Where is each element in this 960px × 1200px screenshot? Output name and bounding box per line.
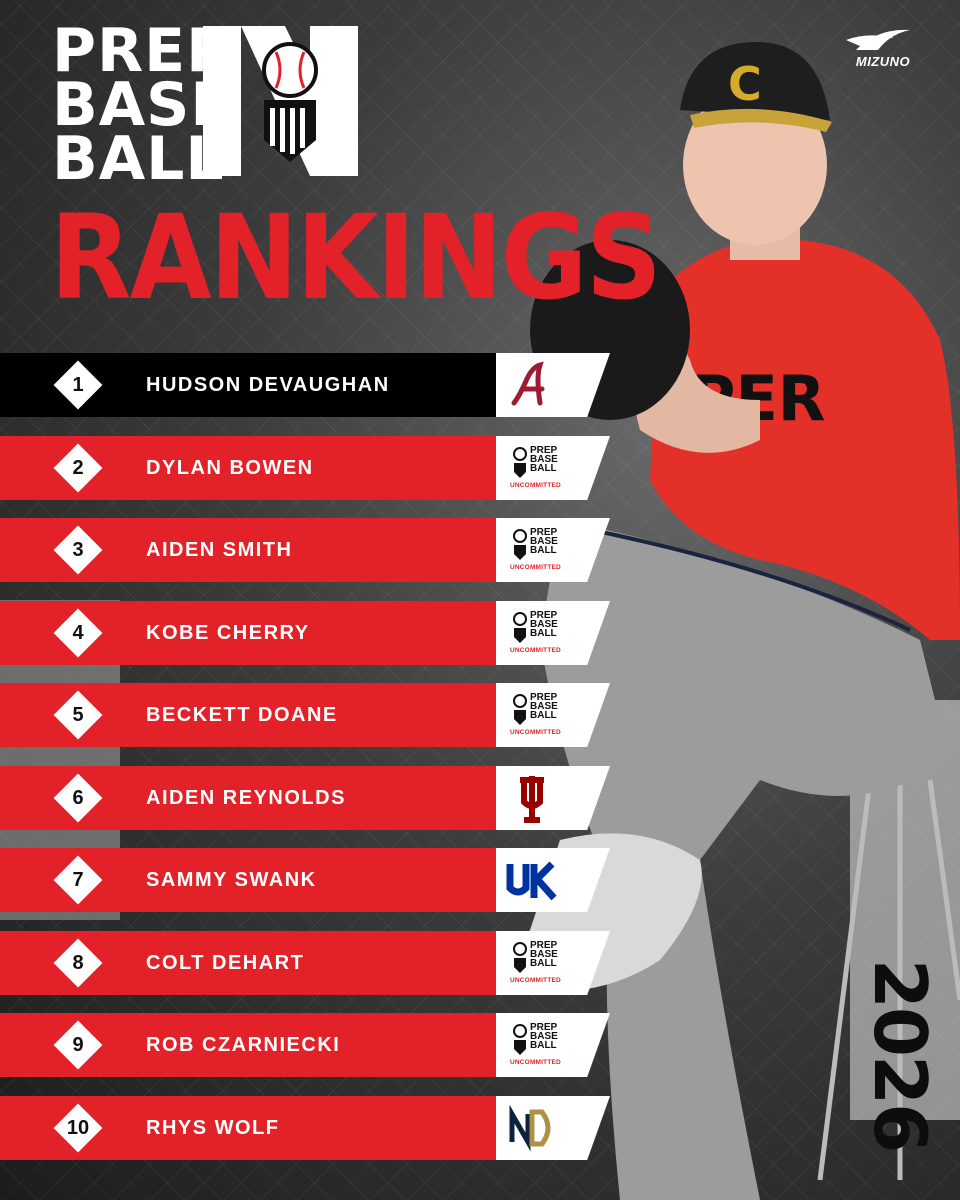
indiana-logo [520,776,544,823]
shield-icon [514,958,526,973]
player-name: BECKETT DOANE [146,704,338,726]
commitment-status: UNCOMMITTED [510,729,561,736]
ranking-row: 4 KOBE CHERRY PREP BASE BALL UNCOMMITTED [0,601,610,665]
rank-number: 2 [72,457,84,479]
pbr-uncommitted-logo: PREP BASE BALL UNCOMMITTED [510,1021,570,1071]
shield-icon [514,628,526,643]
commitment-status: UNCOMMITTED [510,977,561,984]
rank-number: 8 [72,952,84,974]
commitment-status: UNCOMMITTED [510,1059,561,1066]
pbr-logo-text: PREP BASE BALL [530,445,558,474]
rank-number: 7 [72,869,84,891]
logo-panel [496,848,610,912]
player-name: ROB CZARNIECKI [146,1034,341,1056]
shield-icon [514,710,526,725]
logo-panel [496,766,610,830]
rank-number: 5 [72,704,84,726]
rank-number: 4 [72,622,84,644]
rank-number: 9 [72,1034,84,1056]
shield-icon [514,463,526,478]
player-name: COLT DEHART [146,952,305,974]
pbr-uncommitted-logo: PREP BASE BALL UNCOMMITTED [510,526,570,576]
notre-dame-logo [509,1104,551,1152]
commitment-status: UNCOMMITTED [510,482,561,489]
brand-line-prep: PREP [52,16,232,86]
pbr-logo-text: PREP BASE BALL [530,692,558,721]
player-name: AIDEN REYNOLDS [146,787,346,809]
baseball-icon [513,612,527,626]
ranking-row: 5 BECKETT DOANE PREP BASE BALL UNCOMMITTED [0,683,610,747]
brand-line-base: BASE [52,70,233,140]
pbr-uncommitted-logo: PREP BASE BALL UNCOMMITTED [510,939,570,989]
pbr-uncommitted-logo: PREP BASE BALL UNCOMMITTED [510,444,570,494]
baseball-icon [513,694,527,708]
player-name: RHYS WOLF [146,1117,280,1139]
alabama-logo [511,361,545,406]
ranking-row: 9 ROB CZARNIECKI PREP BASE BALL UNCOMMITTED [0,1013,610,1077]
commitment-status: UNCOMMITTED [510,647,561,654]
pbr-uncommitted-logo: PREP BASE BALL UNCOMMITTED [510,691,570,741]
player-name: AIDEN SMITH [146,539,293,561]
svg-text:C: C [728,57,762,111]
baseball-icon [513,447,527,461]
baseball-icon [513,942,527,956]
ranking-row: 8 COLT DEHART PREP BASE BALL UNCOMMITTED [0,931,610,995]
ranking-row: 10 RHYS WOLF [0,1096,610,1160]
sponsor-name: MIZUNO [855,54,911,69]
shield-icon [514,545,526,560]
rank-number: 10 [66,1117,90,1139]
rank-number: 6 [72,787,84,809]
player-name: HUDSON DEVAUGHAN [146,374,390,396]
sponsor-logo: MIZUNO [838,24,928,74]
pbr-uncommitted-logo: PREP BASE BALL UNCOMMITTED [510,609,570,659]
ranking-row: 2 DYLAN BOWEN PREP BASE BALL UNCOMMITTED [0,436,610,500]
class-year-text: 2026 [858,958,942,1152]
brand-line-ball: BALL [52,124,225,194]
class-year: 2026 [840,958,960,1152]
baseball-icon [513,529,527,543]
rank-number: 1 [72,374,84,396]
pbr-logo-text: PREP BASE BALL [530,527,558,556]
ranking-row: 1 HUDSON DEVAUGHAN [0,353,610,417]
rank-number: 3 [72,539,84,561]
baseball-icon [513,1024,527,1038]
kentucky-logo [506,861,557,901]
pbr-logo-text: PREP BASE BALL [530,940,558,969]
ranking-row: 6 AIDEN REYNOLDS [0,766,610,830]
ranking-row: 3 AIDEN SMITH PREP BASE BALL UNCOMMITTED [0,518,610,582]
shield-icon [514,1040,526,1055]
commitment-status: UNCOMMITTED [510,564,561,571]
pbr-logo-text: PREP BASE BALL [530,610,558,639]
page-title: RANKINGS [50,190,662,326]
ranking-row: 7 SAMMY SWANK [0,848,610,912]
mizuno-runbird-icon [846,29,910,50]
player-name: DYLAN BOWEN [146,457,314,479]
pbr-logo-text: PREP BASE BALL [530,1022,558,1051]
player-name: SAMMY SWANK [146,869,317,891]
player-name: KOBE CHERRY [146,622,310,644]
